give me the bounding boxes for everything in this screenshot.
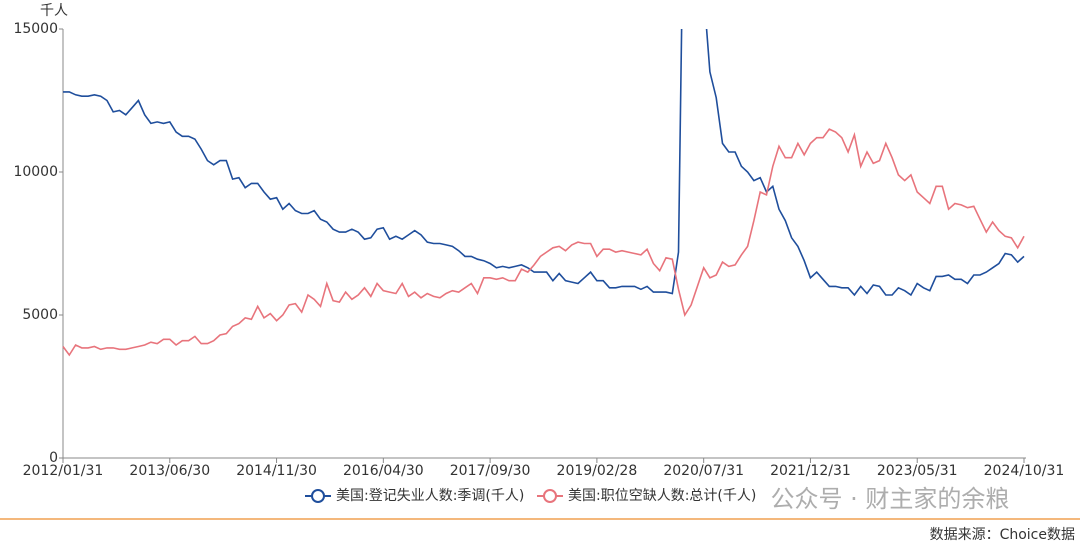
y-tick-label: 15000 <box>13 21 58 37</box>
x-tick-label: 2012/01/31 <box>23 463 104 479</box>
x-tick-label: 2017/09/30 <box>450 463 531 479</box>
y-tick-label: 0 <box>49 450 58 466</box>
x-tick-label: 2013/06/30 <box>129 463 210 479</box>
series-line <box>62 128 1025 357</box>
x-tick-label: 2014/11/30 <box>236 463 317 479</box>
unit-label: 千人 <box>40 3 68 19</box>
x-tick-label: 2024/10/31 <box>984 463 1065 479</box>
watermark: 公众号 · 财主家的余粮 <box>771 485 1010 513</box>
x-tick-label: 2016/04/30 <box>343 463 424 479</box>
y-tick-label: 10000 <box>13 164 58 180</box>
legend-marker <box>311 489 325 503</box>
series-line <box>63 29 1025 297</box>
legend-label: 美国:职位空缺人数:总计(千人) <box>568 488 756 504</box>
source: 数据来源：Choice数据 <box>930 527 1075 543</box>
y-tick-label: 5000 <box>22 307 58 323</box>
legend-label: 美国:登记失业人数:季调(千人) <box>336 488 524 504</box>
plot-area <box>62 29 1025 357</box>
x-tick-label: 2019/02/28 <box>557 463 638 479</box>
x-tick-label: 2023/05/31 <box>877 463 958 479</box>
legend-marker <box>543 489 557 503</box>
x-tick-label: 2020/07/31 <box>663 463 744 479</box>
x-tick-label: 2021/12/31 <box>770 463 851 479</box>
